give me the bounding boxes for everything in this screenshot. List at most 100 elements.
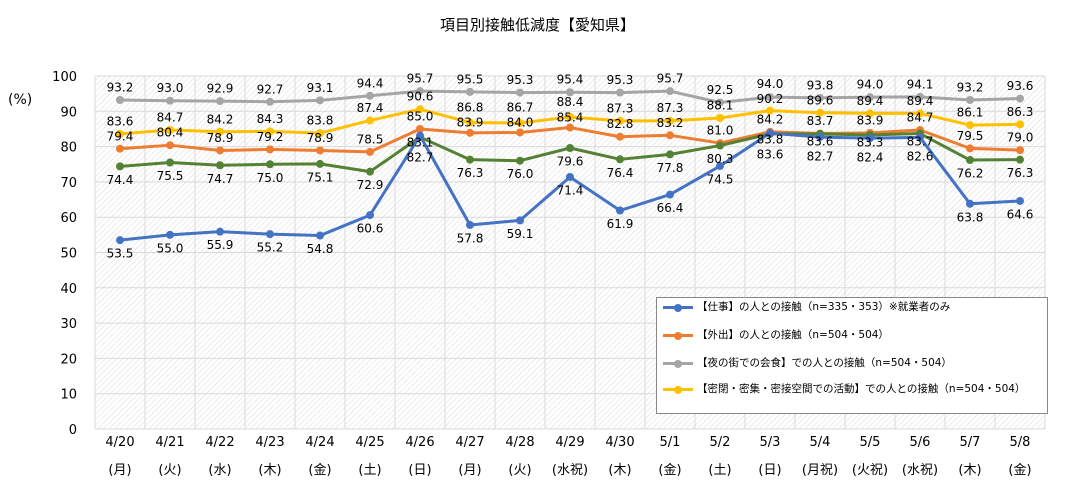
data-point bbox=[1016, 94, 1024, 103]
data-label: 83.2 bbox=[657, 116, 684, 130]
data-label: 95.3 bbox=[607, 73, 634, 87]
data-point bbox=[416, 124, 424, 133]
data-label: 93.2 bbox=[107, 81, 134, 95]
x-tick-weekday: (日) bbox=[758, 463, 781, 478]
legend-item-3c: 【密閉・密集・密接空間での活動】での人との接触（n=504・504） bbox=[663, 382, 1042, 397]
data-label: 78.9 bbox=[207, 131, 234, 145]
data-point bbox=[166, 158, 174, 167]
x-tick-label: 4/29 bbox=[555, 435, 584, 450]
data-label: 74.4 bbox=[107, 173, 134, 187]
x-tick-weekday: (水祝) bbox=[552, 463, 588, 478]
data-label: 94.0 bbox=[757, 77, 784, 91]
data-point bbox=[816, 93, 824, 102]
data-label: 82.4 bbox=[857, 151, 884, 165]
data-label: 93.1 bbox=[307, 81, 334, 95]
data-point bbox=[316, 129, 324, 138]
data-label: 54.8 bbox=[307, 242, 334, 256]
y-tick-label: 0 bbox=[69, 423, 77, 438]
data-label: 83.6 bbox=[107, 114, 134, 128]
data-point bbox=[966, 121, 974, 130]
x-tick-weekday: (火) bbox=[158, 463, 181, 478]
x-tick-weekday: (月祝) bbox=[802, 463, 838, 478]
data-label: 93.0 bbox=[157, 81, 184, 95]
data-point bbox=[866, 93, 874, 102]
data-point bbox=[416, 131, 424, 140]
x-tick-weekday: (土) bbox=[358, 463, 381, 478]
data-point bbox=[116, 236, 124, 245]
y-tick-label: 40 bbox=[60, 282, 77, 297]
x-tick-label: 4/22 bbox=[205, 435, 234, 450]
data-point bbox=[416, 105, 424, 114]
y-tick-label: 100 bbox=[52, 70, 77, 85]
data-point bbox=[616, 206, 624, 215]
data-label: 76.0 bbox=[507, 167, 534, 181]
data-point bbox=[316, 159, 324, 168]
data-point bbox=[916, 109, 924, 118]
data-point bbox=[766, 129, 774, 138]
data-point bbox=[816, 133, 824, 142]
data-label: 76.3 bbox=[1007, 166, 1034, 180]
data-label: 95.5 bbox=[457, 72, 484, 86]
data-label: 84.3 bbox=[257, 112, 284, 126]
data-point bbox=[116, 144, 124, 153]
data-point bbox=[216, 146, 224, 155]
data-label: 76.4 bbox=[607, 166, 634, 180]
data-label: 88.1 bbox=[707, 99, 734, 113]
legend-item-night: 【夜の街での会食】での人との接触（n=504・504） bbox=[663, 356, 1042, 371]
data-label: 78.9 bbox=[307, 131, 334, 145]
data-label: 84.2 bbox=[757, 112, 784, 126]
data-label: 85.4 bbox=[557, 110, 584, 124]
data-label: 57.8 bbox=[457, 231, 484, 245]
x-tick-label: 4/23 bbox=[255, 435, 284, 450]
data-label: 79.4 bbox=[107, 129, 134, 143]
data-point bbox=[516, 128, 524, 137]
data-label: 75.5 bbox=[157, 169, 184, 183]
data-point bbox=[516, 88, 524, 97]
x-tick-weekday: (火祝) bbox=[852, 463, 888, 478]
x-tick-label: 4/21 bbox=[155, 435, 184, 450]
data-label: 72.9 bbox=[357, 178, 384, 192]
data-label: 87.3 bbox=[657, 101, 684, 115]
data-point bbox=[366, 167, 374, 176]
data-label: 83.3 bbox=[857, 136, 884, 150]
data-point bbox=[466, 155, 474, 164]
data-point bbox=[116, 162, 124, 171]
y-tick-label: 20 bbox=[60, 352, 77, 367]
data-point bbox=[916, 92, 924, 101]
data-label: 90.2 bbox=[757, 92, 784, 106]
data-point bbox=[666, 116, 674, 125]
x-tick-weekday: (月) bbox=[458, 463, 481, 478]
data-label: 79.0 bbox=[1007, 131, 1034, 145]
data-point bbox=[716, 162, 724, 171]
data-label: 53.5 bbox=[107, 247, 134, 261]
x-tick-label: 4/25 bbox=[355, 435, 384, 450]
data-point bbox=[666, 87, 674, 96]
data-point bbox=[566, 172, 574, 181]
data-point bbox=[416, 87, 424, 96]
data-point bbox=[366, 147, 374, 156]
chart-title: 項目別接触低減度【愛知県】 bbox=[439, 16, 635, 34]
x-tick-weekday: (木) bbox=[958, 463, 981, 478]
data-point bbox=[216, 227, 224, 236]
data-point bbox=[266, 127, 274, 136]
x-tick-weekday: (火) bbox=[508, 463, 531, 478]
data-label: 82.6 bbox=[907, 149, 934, 163]
data-label: 83.7 bbox=[807, 114, 834, 128]
data-label: 77.8 bbox=[657, 161, 684, 175]
data-point bbox=[666, 131, 674, 140]
data-point bbox=[316, 231, 324, 240]
data-label: 78.5 bbox=[357, 132, 384, 146]
data-point bbox=[566, 123, 574, 132]
data-point bbox=[466, 118, 474, 127]
data-label: 95.4 bbox=[557, 73, 584, 87]
x-tick-weekday: (木) bbox=[258, 463, 281, 478]
data-label: 93.2 bbox=[957, 81, 984, 95]
data-label: 86.3 bbox=[1007, 105, 1034, 119]
y-tick-label: 60 bbox=[60, 211, 77, 226]
x-tick-label: 5/7 bbox=[960, 435, 981, 450]
data-label: 74.7 bbox=[207, 172, 234, 186]
legend-marker bbox=[663, 331, 693, 340]
data-label: 83.7 bbox=[907, 134, 934, 148]
data-label: 86.7 bbox=[507, 101, 534, 115]
data-point bbox=[116, 96, 124, 105]
